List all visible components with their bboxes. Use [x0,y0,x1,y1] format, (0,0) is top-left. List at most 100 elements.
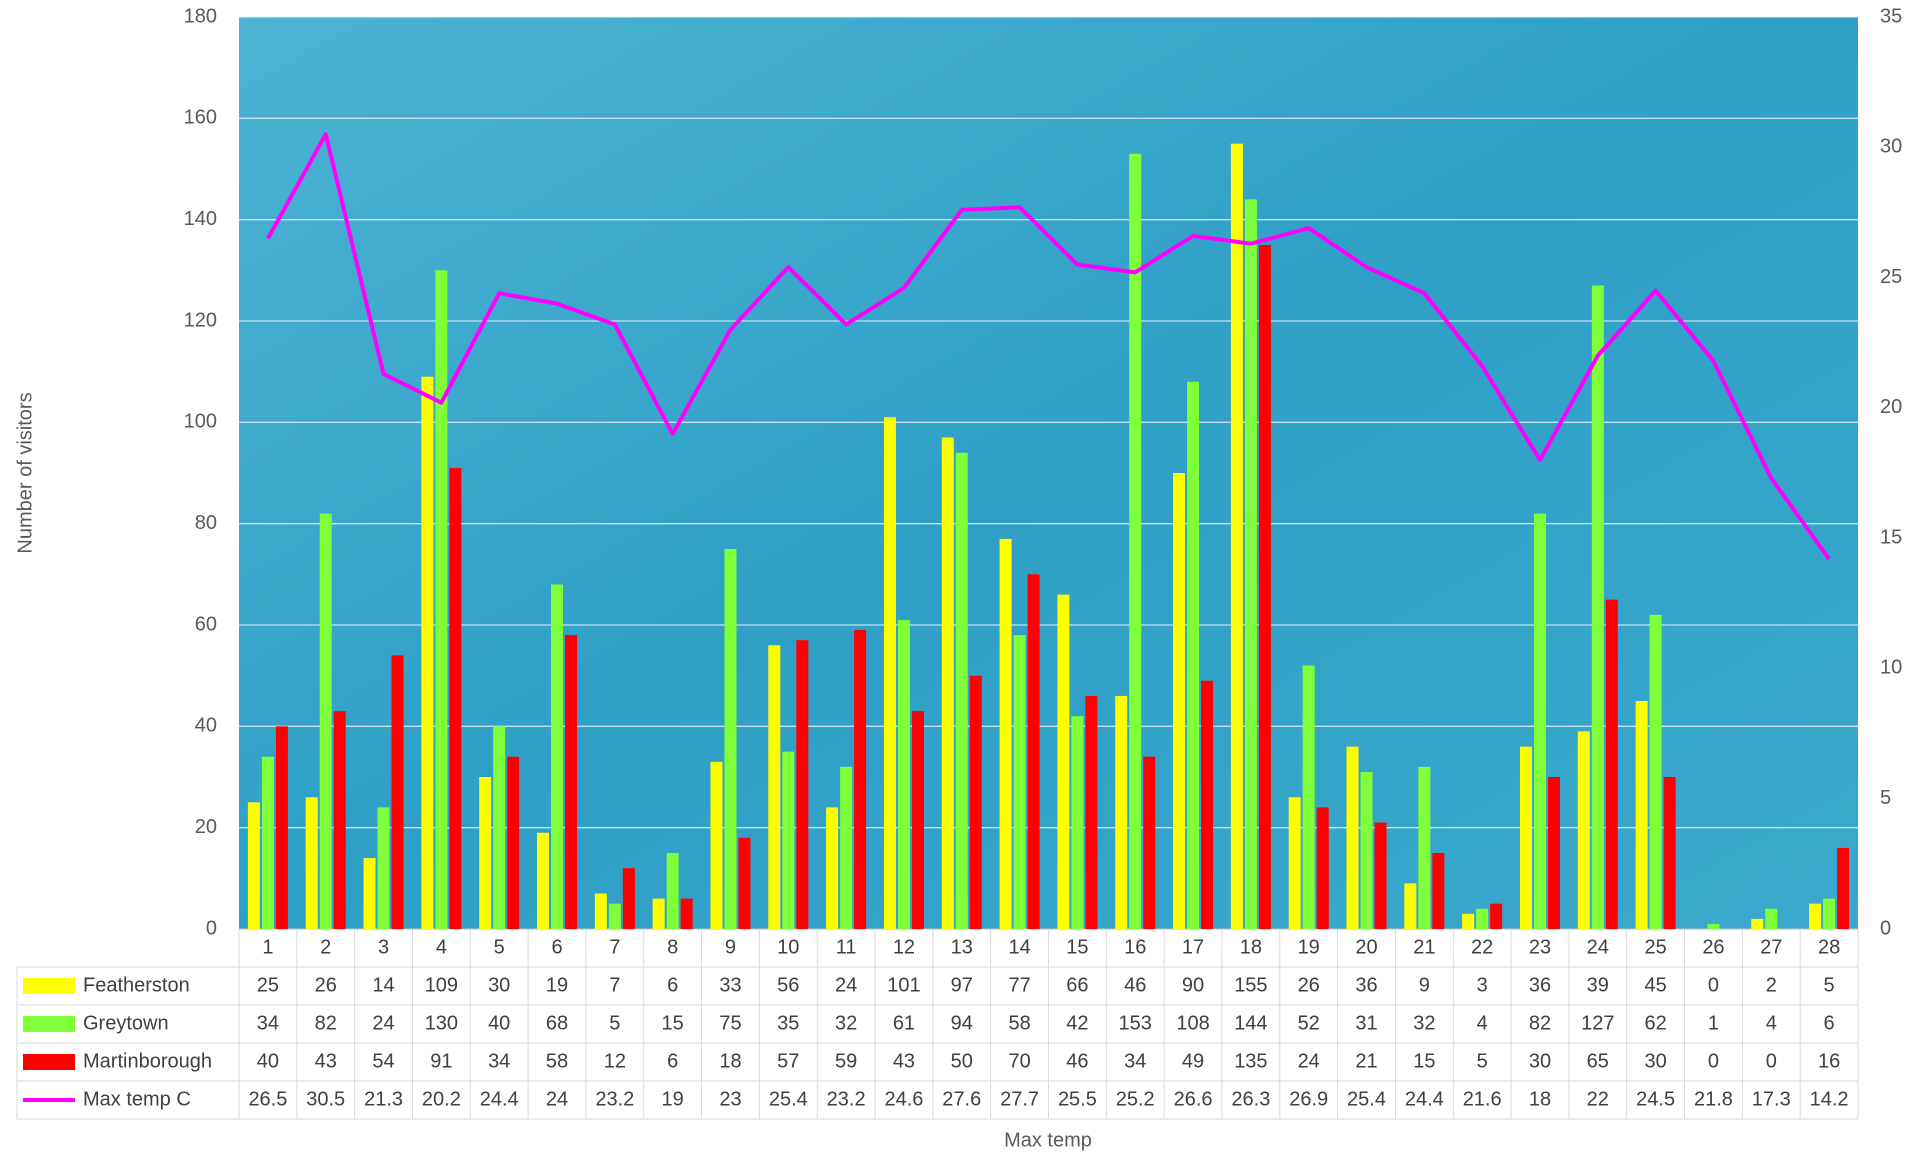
table-value: 18 [719,1050,741,1072]
y-tick-label: 80 [195,512,217,534]
table-value: 31 [1355,1012,1377,1034]
y2-tick-label: 20 [1880,396,1902,418]
table-value: 36 [1529,974,1551,996]
bar [435,270,447,929]
bar [537,833,549,929]
x-tick-label: 9 [725,936,736,958]
bar [1231,144,1243,929]
legend-swatch [23,978,75,994]
table-value: 12 [604,1050,626,1072]
bar [1837,848,1849,929]
table-value: 19 [546,974,568,996]
table-value: 6 [667,974,678,996]
x-tick-label: 6 [551,936,562,958]
table-value: 34 [488,1050,510,1072]
bar [942,438,954,929]
bar [653,899,665,929]
table-value: 25.4 [769,1088,808,1110]
table-value: 25.5 [1058,1088,1097,1110]
table-value: 24.5 [1636,1088,1675,1110]
y-tick-label: 40 [195,715,217,737]
table-value: 108 [1176,1012,1209,1034]
table-value: 1 [1708,1012,1719,1034]
bar [768,645,780,929]
table-value: 5 [1824,974,1835,996]
table-value: 36 [1355,974,1377,996]
table-value: 14.2 [1810,1088,1849,1110]
table-value: 15 [1413,1050,1435,1072]
bar [493,726,505,929]
x-axis-label: Max temp [1004,1129,1092,1151]
y2-tick-label: 5 [1880,787,1891,809]
bar [421,377,433,929]
bar [1490,904,1502,929]
table-value: 24 [1298,1050,1320,1072]
y-tick-label: 160 [184,107,217,129]
x-tick-label: 25 [1645,936,1667,958]
table-value: 24.4 [480,1088,519,1110]
table-value: 39 [1587,974,1609,996]
table-value: 33 [719,974,741,996]
bar [840,767,852,929]
table-value: 30.5 [306,1088,345,1110]
table-value: 24 [372,1012,394,1034]
table-value: 6 [1824,1012,1835,1034]
table-value: 46 [1124,974,1146,996]
table-value: 54 [372,1050,394,1072]
table-value: 26 [1298,974,1320,996]
x-tick-label: 26 [1702,936,1724,958]
bar [507,757,519,929]
bar [884,417,896,929]
bar [782,752,794,929]
table-value: 62 [1645,1012,1667,1034]
bar [1664,777,1676,929]
x-tick-label: 13 [951,936,973,958]
bar [262,757,274,929]
table-value: 21.3 [364,1088,403,1110]
x-tick-label: 12 [893,936,915,958]
bar [1303,666,1315,929]
table-value: 27.7 [1000,1088,1039,1110]
table-value: 66 [1066,974,1088,996]
table-value: 45 [1645,974,1667,996]
table-value: 24 [546,1088,568,1110]
table-value: 46 [1066,1050,1088,1072]
x-tick-label: 20 [1355,936,1377,958]
x-tick-label: 4 [436,936,447,958]
y2-tick-label: 15 [1880,526,1902,548]
bar [1057,595,1069,929]
y2-tick-label: 10 [1880,657,1902,679]
table-value: 82 [1529,1012,1551,1034]
table-value: 0 [1766,1050,1777,1072]
table-value: 57 [777,1050,799,1072]
table-value: 32 [835,1012,857,1034]
y-tick-label: 120 [184,309,217,331]
table-value: 109 [425,974,458,996]
x-tick-label: 16 [1124,936,1146,958]
bar [248,802,260,929]
bar [1115,696,1127,929]
bar [1143,757,1155,929]
table-value: 23.2 [595,1088,634,1110]
x-tick-label: 7 [609,936,620,958]
bar [1751,919,1763,929]
bar [623,868,635,929]
bar [1361,772,1373,929]
table-value: 94 [951,1012,973,1034]
table-value: 77 [1008,974,1030,996]
x-tick-label: 21 [1413,936,1435,958]
x-tick-label: 1 [262,936,273,958]
table-value: 24.4 [1405,1088,1444,1110]
bar [1404,883,1416,929]
table-value: 68 [546,1012,568,1034]
table-value: 25.2 [1116,1088,1155,1110]
x-tick-label: 8 [667,936,678,958]
table-value: 58 [546,1050,568,1072]
y2-tick-label: 0 [1880,917,1891,939]
table-value: 24.6 [884,1088,923,1110]
bar [479,777,491,929]
table-value: 43 [315,1050,337,1072]
table-value: 23.2 [827,1088,866,1110]
y2-tick-label: 25 [1880,266,1902,288]
bar [378,807,390,929]
